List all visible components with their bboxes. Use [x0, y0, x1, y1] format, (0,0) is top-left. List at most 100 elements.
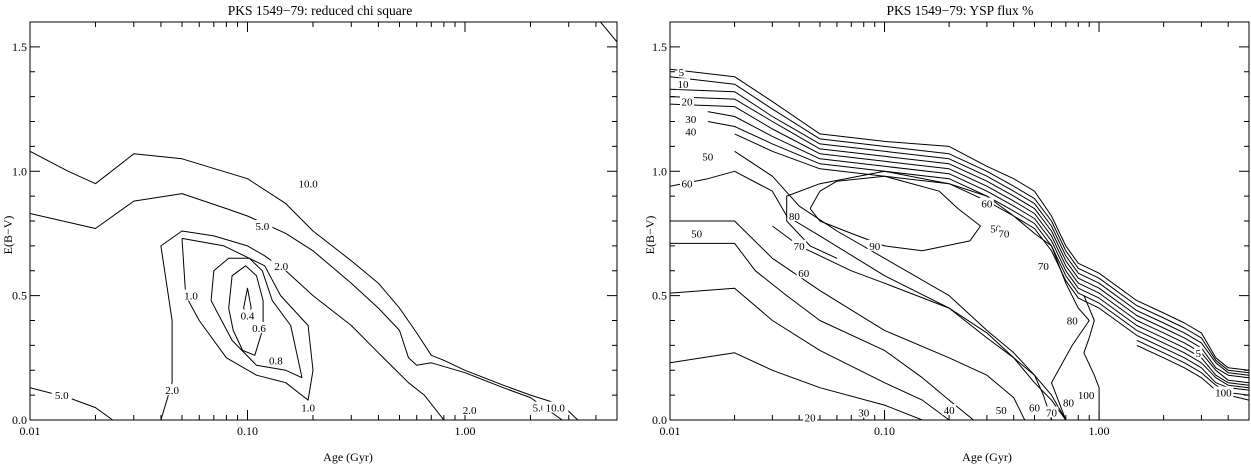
- right-contour-label-bg: [1194, 346, 1203, 358]
- right-contour-label: 70: [998, 228, 1010, 240]
- right-contour-label-bg: [679, 177, 694, 189]
- left-y-tick-label: 0.0: [12, 413, 27, 427]
- left-contour-line: [181, 237, 314, 401]
- right-contour-label: 30: [685, 114, 697, 126]
- right-y-tick-label: 1.0: [652, 164, 667, 178]
- right-contour-line: [1083, 295, 1100, 420]
- right-contour-label-bg: [676, 78, 691, 90]
- right-contour-label: 50: [996, 405, 1008, 417]
- left-contour-label: 1.0: [184, 291, 198, 303]
- right-contour-label: 50: [691, 228, 703, 240]
- left-contour-label: 2.0: [165, 385, 179, 397]
- left-contour-label-bg: [298, 401, 319, 413]
- right-contour-label-bg: [683, 125, 698, 137]
- right-contour-label-bg: [683, 113, 698, 125]
- left-y-tick-label: 0.5: [12, 289, 27, 303]
- left-contour-label: 10.0: [298, 179, 318, 191]
- left-contour-line: [30, 150, 579, 420]
- right-contour-line: [734, 133, 1249, 391]
- right-x-tick-label: 0.10: [874, 424, 895, 438]
- left-contour-label-bg: [265, 354, 286, 366]
- right-contour-line: [670, 68, 1249, 371]
- right-contour-label: 60: [798, 268, 810, 280]
- left-y-axis-label: E(B−V): [1, 216, 15, 255]
- right-contour-label: 20: [805, 413, 817, 425]
- left-x-axis-label: Age (Gyr): [323, 450, 373, 464]
- right-contour-label: 70: [1046, 408, 1058, 420]
- left-y-tick-label: 1.5: [12, 40, 27, 54]
- left-contour-line: [30, 193, 563, 420]
- right-contour-label: 40: [685, 126, 697, 138]
- left-contour-label: 1.0: [301, 403, 315, 415]
- right-y-tick-label: 1.5: [652, 40, 667, 54]
- right-contour-label-bg: [796, 267, 811, 279]
- right-contour-label: 70: [1038, 261, 1050, 273]
- left-contour-label: 10.0: [546, 403, 566, 415]
- right-contour-label: 20: [681, 97, 693, 109]
- left-contour-label: 5.0: [255, 221, 269, 233]
- right-contour-label: 100: [1215, 388, 1232, 400]
- right-contour-label: 80: [789, 211, 801, 223]
- right-plot-frame: [669, 21, 1250, 421]
- right-contour-label: 80: [1067, 316, 1079, 328]
- right-contour-label-bg: [942, 404, 957, 416]
- right-contour-line: [707, 121, 1249, 389]
- left-contour-line: [30, 387, 113, 420]
- right-contour-label-bg: [677, 65, 686, 77]
- right-contour-line: [670, 242, 974, 420]
- right-contour-line: [670, 88, 1249, 376]
- left-contour-label-bg: [181, 289, 202, 301]
- right-contour-label: 80: [1063, 398, 1075, 410]
- right-contour-line: [670, 287, 950, 420]
- left-contour-label: 2.0: [274, 261, 288, 273]
- right-contour-line: [734, 150, 1052, 420]
- right-contour-line: [786, 220, 838, 259]
- right-x-axis-label: Age (Gyr): [962, 450, 1012, 464]
- left-contour-line: [228, 265, 264, 356]
- left-contour-label-bg: [295, 177, 322, 189]
- right-contour-label: 60: [981, 199, 993, 211]
- left-contour-label-bg: [51, 389, 72, 401]
- right-contour-label-bg: [1044, 406, 1059, 418]
- right-y-tick-label: 0.5: [652, 289, 667, 303]
- left-contour-label-bg: [271, 259, 292, 271]
- right-contour-label: 5: [1195, 348, 1201, 360]
- left-plot-frame: [29, 21, 618, 421]
- left-x-tick-label: 0.10: [237, 424, 258, 438]
- right-contour-label-bg: [1061, 396, 1076, 408]
- right-contour-label: 50: [990, 223, 1002, 235]
- right-contour-line: [670, 76, 1249, 374]
- right-y-axis-label: E(B−V): [643, 216, 657, 255]
- left-contour-label: 0.8: [269, 355, 283, 367]
- right-contour-label-bg: [1213, 386, 1234, 398]
- right-x-tick-label: 1.00: [1089, 424, 1110, 438]
- right-contour-label: 50: [702, 151, 714, 163]
- left-contour-label: 5.0: [55, 390, 69, 402]
- right-contour-label: 5: [679, 67, 685, 79]
- left-contour-label-bg: [459, 404, 480, 416]
- left-contour-line: [160, 230, 445, 420]
- right-contour-label-bg: [792, 239, 807, 251]
- right-contour-label: 90: [869, 241, 881, 253]
- right-contour-label-bg: [979, 197, 994, 209]
- right-contour-label: 100: [1078, 390, 1095, 402]
- left-contour-label-bg: [249, 321, 270, 333]
- left-contour-label: 2.0: [463, 405, 477, 417]
- left-contour-label: 0.4: [241, 311, 255, 323]
- left-contour-label: 0.6: [252, 323, 266, 335]
- right-contour-line: [670, 96, 1249, 379]
- right-contour-label-bg: [1065, 314, 1080, 326]
- right-contour-line: [707, 111, 1249, 386]
- right-contour-line: [670, 220, 1026, 420]
- left-x-tick-label: 0.01: [20, 424, 41, 438]
- right-contour-label-bg: [867, 239, 882, 251]
- right-contour-label-bg: [1027, 401, 1042, 413]
- right-contour-label-bg: [700, 150, 715, 162]
- left-y-tick-label: 1.0: [12, 164, 27, 178]
- right-contour-label: 60: [1029, 403, 1041, 415]
- left-contour-label-bg: [542, 401, 569, 413]
- right-contour-line: [786, 170, 1090, 420]
- right-contour-line: [809, 175, 981, 252]
- right-contour-label: 10: [678, 79, 690, 91]
- left-contour-label-bg: [237, 309, 258, 321]
